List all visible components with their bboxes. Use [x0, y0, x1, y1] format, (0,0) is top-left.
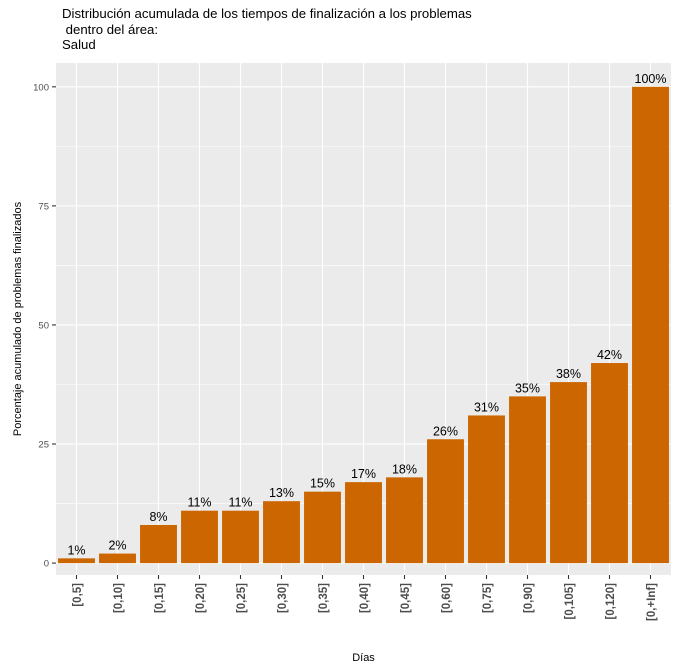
bar	[591, 363, 628, 564]
bar	[263, 501, 300, 564]
x-axis-label: Días	[352, 652, 375, 664]
x-tick-label: [0,60]	[441, 583, 453, 613]
y-tick-label: 25	[38, 440, 49, 451]
x-tick-label: [0,35]	[318, 583, 330, 613]
bar-data-label: 100%	[635, 72, 667, 86]
bar-data-label: 18%	[392, 462, 417, 476]
bar	[304, 491, 341, 564]
bar-data-label: 31%	[474, 400, 499, 414]
bar	[181, 510, 218, 564]
bar	[140, 524, 177, 564]
y-axis: 0 25 50 75 100	[33, 82, 56, 570]
bar	[58, 558, 95, 564]
x-tick-label: [0,105]	[564, 583, 576, 620]
x-tick-label: [0,+Inf]	[646, 583, 658, 621]
chart-title-line-2: dentro del área:	[62, 21, 159, 37]
chart-title-line-1: Distribución acumulada de los tiempos de…	[62, 6, 472, 21]
bar-data-label: 42%	[597, 348, 622, 362]
y-tick-label: 75	[38, 201, 49, 212]
chart-title: Distribución acumulada de los tiempos de…	[62, 6, 472, 53]
bar-labels: 1% 2% 8% 11% 11% 13% 15% 17% 18% 26% 31% 35% 38% 42% 1…	[67, 72, 666, 558]
bar	[468, 415, 505, 564]
x-axis: [0,5] [0,10] [0,15] [0,20] [0,25] [0,30] [0,35…	[72, 575, 658, 621]
x-tick-label: [0,10]	[113, 583, 125, 613]
bar	[99, 553, 136, 564]
bar	[550, 382, 587, 564]
y-tick-label: 50	[38, 320, 49, 331]
x-tick-label: [0,20]	[195, 583, 207, 613]
bar-data-label: 8%	[149, 510, 167, 524]
bar-data-label: 17%	[351, 467, 376, 481]
bar-data-label: 11%	[187, 496, 211, 510]
bars	[58, 86, 669, 564]
x-tick-label: [0,15]	[154, 583, 166, 613]
bar	[222, 510, 259, 564]
x-tick-label: [0,5]	[72, 583, 84, 607]
bar	[632, 86, 669, 564]
y-axis-label: Porcentaje acumulado de problemas finali…	[12, 201, 24, 436]
bar-data-label: 38%	[556, 367, 581, 381]
y-tick-label: 0	[44, 559, 49, 570]
bar	[427, 439, 464, 564]
chart-title-line-3: Salud	[62, 37, 96, 52]
bar	[345, 482, 382, 564]
x-tick-label: [0,120]	[605, 583, 617, 620]
x-tick-label: [0,75]	[482, 583, 494, 613]
x-tick-label: [0,25]	[236, 583, 248, 613]
bar-data-label: 26%	[433, 424, 458, 438]
bar-data-label: 35%	[515, 381, 540, 395]
bar-data-label: 11%	[228, 496, 252, 510]
x-tick-label: [0,40]	[359, 583, 371, 613]
bar-data-label: 2%	[108, 539, 126, 553]
bar-data-label: 13%	[269, 486, 294, 500]
bar-data-label: 15%	[310, 477, 335, 491]
bar	[386, 477, 423, 564]
bar	[509, 396, 546, 564]
y-tick-label: 100	[33, 82, 49, 93]
x-tick-label: [0,45]	[400, 583, 412, 613]
bar-data-label: 1%	[67, 543, 85, 557]
x-tick-label: [0,90]	[523, 583, 535, 613]
x-tick-label: [0,30]	[277, 583, 289, 613]
